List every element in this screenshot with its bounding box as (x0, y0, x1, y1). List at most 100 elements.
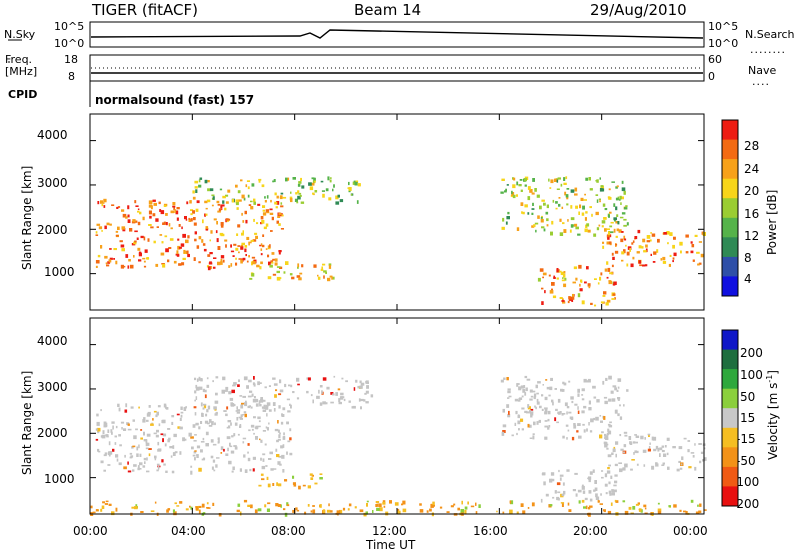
heatmap-cell (137, 210, 140, 213)
heatmap-cell (419, 503, 422, 506)
heatmap-cell (697, 504, 699, 507)
colorbar-swatch (722, 256, 738, 277)
heatmap-cell (617, 399, 620, 401)
heatmap-cell (588, 400, 591, 405)
heatmap-cell (287, 177, 290, 181)
x-tick: 04:00 (171, 524, 206, 538)
heatmap-cell (276, 454, 280, 458)
heatmap-cell (192, 424, 196, 428)
heatmap-cell (655, 463, 659, 467)
heatmap-cell (601, 470, 604, 472)
heatmap-cell (340, 396, 345, 399)
heatmap-cell (355, 180, 359, 183)
heatmap-cell (255, 436, 258, 440)
heatmap-cell (119, 444, 122, 447)
heatmap-cell (190, 436, 194, 439)
heatmap-cell (612, 448, 616, 453)
heatmap-cell (322, 401, 326, 405)
heatmap-cell (589, 430, 593, 433)
heatmap-cell (557, 398, 561, 403)
velocity-cbar-tick: -200 (732, 497, 760, 511)
heatmap-cell (617, 378, 622, 382)
heatmap-cell (504, 190, 507, 193)
heatmap-cell (564, 191, 567, 196)
heatmap-cell (585, 177, 588, 181)
heatmap-cell (146, 457, 148, 461)
heatmap-cell (95, 265, 98, 268)
heatmap-cell (511, 434, 514, 437)
heatmap-cell (633, 452, 635, 455)
heatmap-cell (274, 262, 278, 266)
heatmap-cell (520, 189, 523, 192)
heatmap-cell (358, 398, 361, 402)
heatmap-cell (536, 401, 540, 405)
heatmap-cell (616, 228, 620, 232)
heatmap-cell (341, 377, 344, 380)
heatmap-cell (240, 414, 243, 418)
heatmap-cell (694, 443, 696, 446)
heatmap-cell (101, 434, 106, 439)
heatmap-cell (457, 507, 460, 511)
heatmap-cell (201, 458, 205, 461)
heatmap-cell (203, 405, 207, 409)
heatmap-cell (215, 392, 218, 396)
heatmap-cell (203, 403, 207, 406)
heatmap-cell (276, 195, 279, 199)
heatmap-cell (604, 473, 608, 478)
heatmap-cell (258, 420, 261, 423)
heatmap-cell (183, 249, 186, 254)
heatmap-cell (273, 383, 278, 386)
velocity-cbar-tick: 100 (740, 368, 763, 382)
heatmap-cell (235, 247, 239, 251)
heatmap-cell (536, 398, 539, 403)
heatmap-cell (508, 410, 510, 415)
heatmap-cell (204, 200, 208, 204)
heatmap-cell (278, 455, 282, 458)
heatmap-cell (224, 239, 228, 242)
heatmap-cell (576, 430, 579, 433)
heatmap-cell (348, 503, 352, 507)
heatmap-cell (247, 186, 250, 190)
heatmap-cell (571, 299, 574, 302)
heatmap-cell (254, 396, 256, 399)
heatmap-cell (524, 410, 528, 413)
heatmap-cell (518, 399, 521, 402)
heatmap-cell (519, 179, 523, 181)
heatmap-cell (100, 245, 103, 249)
heatmap-cell (194, 231, 197, 235)
heatmap-cell (516, 511, 519, 515)
heatmap-cell (581, 499, 585, 503)
heatmap-cell (163, 204, 167, 207)
heatmap-cell (214, 422, 216, 426)
heatmap-cell (190, 213, 193, 216)
heatmap-cell (220, 258, 223, 263)
heatmap-cell (586, 223, 590, 227)
heatmap-cell (593, 396, 597, 399)
heatmap-cell (551, 478, 555, 482)
heatmap-cell (278, 212, 282, 216)
heatmap-cell (613, 281, 617, 285)
velocity-cbar-tick: -15 (736, 432, 756, 446)
heatmap-cell (549, 504, 553, 507)
heatmap-cell (283, 271, 286, 274)
heatmap-cell (679, 241, 683, 246)
heatmap-cell (513, 177, 516, 181)
heatmap-cell (187, 235, 190, 239)
heatmap-cell (249, 277, 253, 280)
heatmap-cell (561, 493, 565, 497)
heatmap-cell (602, 241, 605, 244)
heatmap-cell (586, 266, 589, 270)
heatmap-cell (255, 235, 258, 239)
heatmap-cell (623, 249, 626, 254)
heatmap-cell (232, 384, 236, 387)
heatmap-cell (206, 199, 211, 203)
heatmap-cell (219, 188, 223, 191)
heatmap-cell (152, 199, 156, 202)
heatmap-cell (659, 447, 663, 451)
heatmap-cell (212, 266, 216, 269)
heatmap-cell (546, 386, 551, 390)
heatmap-cell (196, 454, 199, 456)
heatmap-cell (297, 383, 300, 386)
heatmap-cell (578, 435, 582, 439)
heatmap-cell (319, 402, 323, 406)
